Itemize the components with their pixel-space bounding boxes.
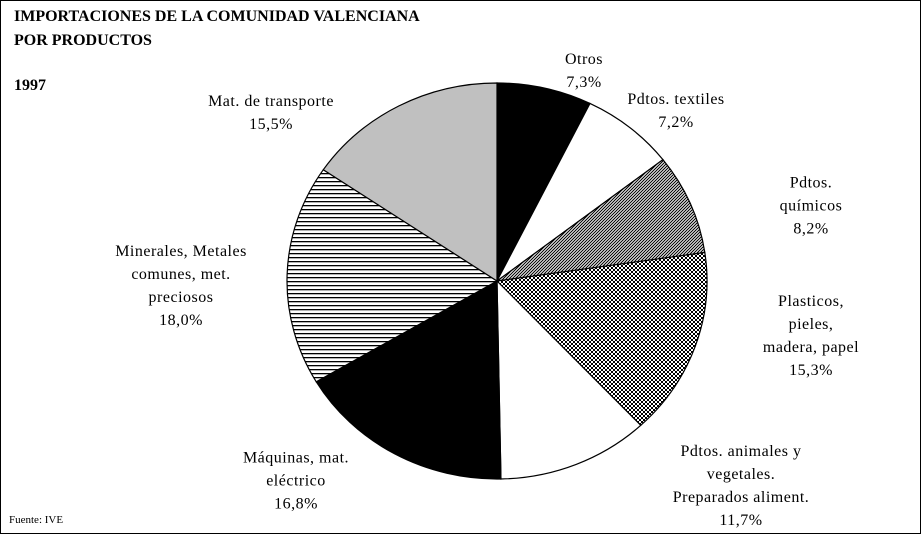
category-label: Pdtos. animales y vegetales. Preparados … xyxy=(672,443,810,506)
value-label: 7,3% xyxy=(566,74,602,91)
pie-slice xyxy=(496,279,642,480)
value-label: 16,8% xyxy=(274,495,318,513)
category-label: Otros xyxy=(564,51,604,68)
value-label: 15,5% xyxy=(249,116,293,133)
chart-subtitle: 1997 xyxy=(14,77,46,94)
slice-label: Minerales, Metales comunes, met. precios… xyxy=(115,240,247,332)
slice-label: Pdtos. químicos 8,2% xyxy=(757,172,866,241)
pie-slice xyxy=(286,168,499,383)
category-label: Pdtos. textiles xyxy=(627,91,725,108)
chart-title: IMPORTACIONES DE LA COMUNIDAD VALENCIANA… xyxy=(14,8,420,49)
slice-label: Pdtos. animales y vegetales. Preparados … xyxy=(673,440,810,532)
pie-slice xyxy=(495,251,708,427)
category-label: Máquinas, mat. eléctrico xyxy=(242,449,350,490)
value-label: 15,3% xyxy=(789,362,833,379)
category-label: Minerales, Metales comunes, met. precios… xyxy=(115,243,247,306)
category-label: Pdtos. químicos xyxy=(779,174,843,215)
slice-label: Otros 7,3% xyxy=(565,48,603,94)
value-label: 11,7% xyxy=(719,512,763,529)
value-label: 8,2% xyxy=(793,220,829,238)
pie-slice xyxy=(496,158,706,282)
value-label: 18,0% xyxy=(159,312,203,329)
slice-label: Pdtos. textiles 7,2% xyxy=(627,88,724,134)
pie-slice xyxy=(322,82,498,283)
source-note: Fuente: IVE xyxy=(9,514,64,526)
slice-label: Mat. de transporte 15,5% xyxy=(208,90,334,136)
pie-slice xyxy=(315,279,502,480)
slice-label: Plasticos, pieles, madera, papel 15,3% xyxy=(757,290,866,382)
category-label: Mat. de transporte xyxy=(208,93,334,110)
slice-label: Máquinas, mat. eléctrico 16,8% xyxy=(243,447,349,516)
value-label: 7,2% xyxy=(658,114,694,131)
category-label: Plasticos, pieles, madera, papel xyxy=(762,293,860,356)
